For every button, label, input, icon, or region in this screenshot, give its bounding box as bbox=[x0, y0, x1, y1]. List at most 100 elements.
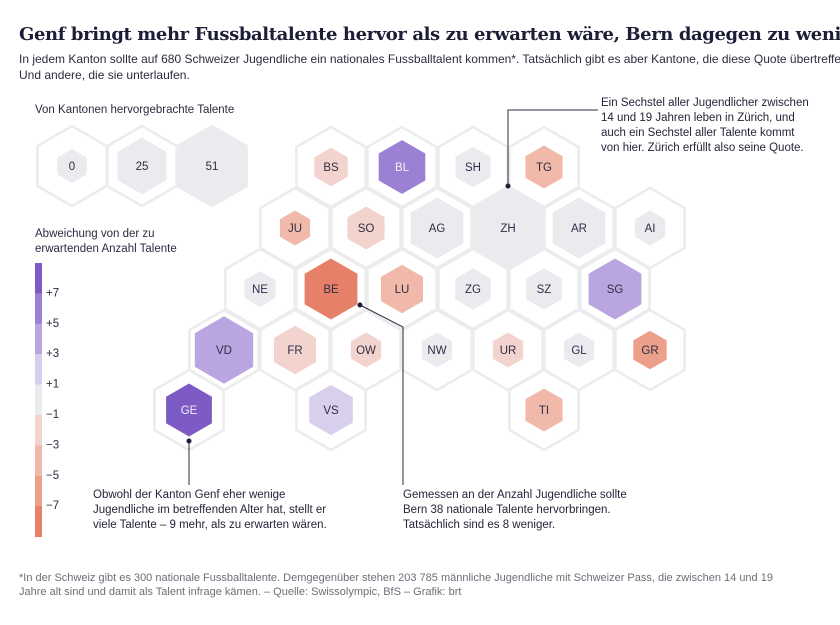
color-legend-label: −1 bbox=[46, 409, 59, 421]
size-legend-title: Von Kantonen hervorgebrachte Talente bbox=[35, 104, 235, 116]
color-legend-label: +5 bbox=[46, 318, 59, 330]
canton-label-ai: AI bbox=[645, 223, 656, 235]
canton-label-gl: GL bbox=[571, 345, 587, 357]
color-legend-swatch bbox=[35, 263, 42, 294]
annotation-ge-line: Jugendliche im betreffenden Alter hat, s… bbox=[93, 504, 327, 516]
annotation-be: Gemessen an der Anzahl Jugendliche sollt… bbox=[403, 488, 627, 533]
canton-hex-fr bbox=[274, 325, 316, 375]
color-legend-label: −7 bbox=[46, 500, 59, 512]
canton-label-ow: OW bbox=[356, 345, 376, 357]
canton-label-ur: UR bbox=[500, 345, 517, 357]
canton-hex-ai bbox=[634, 210, 666, 246]
annotation-zh-leader bbox=[507, 109, 598, 186]
canton-hex-ge bbox=[166, 383, 212, 437]
canton-label-sh: SH bbox=[465, 162, 481, 174]
annotation-zh-dot bbox=[505, 183, 511, 189]
annotation-be-line: Gemessen an der Anzahl Jugendliche sollt… bbox=[403, 489, 627, 501]
size-legend-label: 25 bbox=[136, 161, 149, 173]
canton-hex-bs bbox=[314, 147, 348, 187]
color-legend-swatch bbox=[35, 506, 42, 538]
canton-label-lu: LU bbox=[395, 284, 410, 296]
canton-hex-sh bbox=[455, 146, 491, 188]
annotation-zh-line: 14 und 19 Jahren leben in Zürich, und bbox=[601, 112, 795, 124]
color-legend-swatch bbox=[35, 354, 42, 386]
canton-label-ar: AR bbox=[571, 223, 587, 235]
canton-label-ag: AG bbox=[429, 223, 446, 235]
footnote-line-2: Jahre alt sind und damit als Talent infr… bbox=[19, 586, 462, 598]
subtitle-line-2: Und andere, die sie unterlaufen. bbox=[19, 68, 190, 82]
annotation-ge-line: Obwohl der Kanton Genf eher wenige bbox=[93, 489, 286, 501]
color-legend-label: +3 bbox=[46, 348, 59, 360]
color-legend-swatch bbox=[35, 323, 42, 355]
canton-label-tg: TG bbox=[536, 162, 552, 174]
canton-hex-ti bbox=[525, 388, 563, 432]
subtitle-line-1: In jedem Kanton sollte auf 680 Schweizer… bbox=[19, 52, 840, 66]
canton-hex-vs bbox=[309, 384, 353, 436]
canton-label-bl: BL bbox=[395, 162, 410, 174]
annotation-ge-dot bbox=[186, 438, 192, 444]
canton-hex-bl bbox=[378, 140, 426, 194]
color-legend-label: −5 bbox=[46, 470, 59, 482]
annotation-be-dot bbox=[357, 302, 363, 308]
canton-hex-ne bbox=[244, 271, 276, 307]
annotation-zh-line: Ein Sechstel aller Jugendlicher zwischen bbox=[601, 97, 809, 109]
size-legend-hex bbox=[177, 126, 247, 206]
canton-label-zg: ZG bbox=[465, 284, 481, 296]
canton-hex-so bbox=[347, 206, 385, 250]
color-legend-swatch bbox=[35, 475, 42, 507]
canton-label-so: SO bbox=[358, 223, 375, 235]
canton-hex-sg bbox=[588, 258, 642, 320]
canton-hex-zg bbox=[455, 268, 491, 310]
color-legend-swatch bbox=[35, 293, 42, 325]
color-legend-title-1: Abweichung von der zu bbox=[35, 228, 155, 240]
canton-label-bs: BS bbox=[323, 162, 339, 174]
canton-label-sg: SG bbox=[607, 284, 624, 296]
canton-hex-ur bbox=[492, 332, 524, 368]
size-legend-label: 0 bbox=[69, 161, 75, 173]
footnote-line-1: *In der Schweiz gibt es 300 nationale Fu… bbox=[19, 572, 773, 584]
canton-hex-zh bbox=[473, 188, 543, 268]
size-legend-hex bbox=[57, 149, 87, 183]
size-legend-hex bbox=[117, 137, 167, 195]
size-legend-label: 51 bbox=[206, 161, 219, 173]
color-legend-swatch bbox=[35, 384, 42, 416]
canton-hex-sz bbox=[526, 268, 562, 310]
color-legend-label: +1 bbox=[46, 379, 59, 391]
annotation-be-leader bbox=[359, 304, 404, 485]
canton-label-ge: GE bbox=[181, 405, 198, 417]
annotation-zh-line: von hier. Zürich erfüllt also seine Quot… bbox=[601, 142, 804, 154]
color-legend-swatch bbox=[35, 415, 42, 446]
canton-hex-nw bbox=[421, 332, 453, 368]
canton-label-nw: NW bbox=[427, 345, 446, 357]
canton-label-vs: VS bbox=[323, 405, 339, 417]
canton-label-zh: ZH bbox=[500, 223, 515, 235]
annotation-zh: Ein Sechstel aller Jugendlicher zwischen… bbox=[601, 96, 809, 156]
color-legend-label: +7 bbox=[46, 287, 59, 299]
canton-hex-vd bbox=[194, 316, 254, 384]
annotation-be-line: Tatsächlich sind es 8 weniger. bbox=[403, 519, 556, 531]
color-legend-title-2: erwartenden Anzahl Talente bbox=[35, 243, 177, 255]
canton-label-ju: JU bbox=[288, 223, 302, 235]
canton-label-ti: TI bbox=[539, 405, 549, 417]
canton-label-gr: GR bbox=[641, 345, 658, 357]
canton-hex-ju bbox=[279, 210, 311, 246]
annotation-be-line: Bern 38 nationale Talente hervorbringen. bbox=[403, 504, 611, 516]
canton-hex-ow bbox=[350, 332, 382, 368]
canton-hex-lu bbox=[381, 264, 423, 314]
annotation-ge: Obwohl der Kanton Genf eher wenige Jugen… bbox=[93, 488, 327, 533]
canton-hex-gr bbox=[633, 330, 667, 370]
annotation-zh-line: auch ein Sechstel aller Talente kommt bbox=[601, 127, 795, 139]
chart-title: Genf bringt mehr Fussbaltalente hervor a… bbox=[19, 24, 840, 45]
canton-hex-ag bbox=[410, 197, 464, 259]
canton-label-vd: VD bbox=[216, 345, 232, 357]
canton-label-be: BE bbox=[323, 284, 339, 296]
color-legend-label: −3 bbox=[46, 439, 59, 451]
canton-hex-be bbox=[304, 258, 358, 320]
canton-hex-tg bbox=[525, 145, 563, 189]
canton-label-fr: FR bbox=[287, 345, 302, 357]
annotation-ge-line: viele Talente – 9 mehr, als zu erwarten … bbox=[93, 519, 327, 531]
canton-hex-gl bbox=[563, 332, 595, 368]
canton-label-sz: SZ bbox=[537, 284, 552, 296]
canton-label-ne: NE bbox=[252, 284, 268, 296]
